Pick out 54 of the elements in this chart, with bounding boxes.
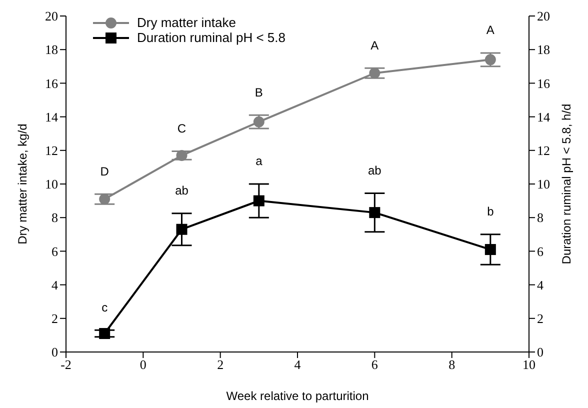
annotation: b	[487, 204, 494, 219]
y-tick-label: 6	[52, 244, 58, 259]
legend-label: Dry matter intake	[137, 15, 236, 30]
y2-tick-label: 0	[537, 344, 544, 360]
y2-tick-label: 10	[537, 176, 550, 192]
annotation: C	[177, 121, 186, 136]
point	[99, 194, 110, 205]
x-tick-label: 8	[448, 357, 456, 372]
y-axis-title: Dry matter intake, kg/d	[15, 124, 30, 244]
x-tick-label: -2	[60, 357, 72, 372]
annotation: a	[256, 154, 263, 168]
y-tick-label: 20	[45, 8, 58, 24]
y-tick-label: 14	[45, 109, 58, 124]
y2-tick-label: 8	[537, 210, 544, 226]
point	[484, 54, 496, 66]
annotation: ab	[368, 163, 382, 178]
point	[176, 224, 188, 235]
y2-tick-label: 18	[537, 42, 550, 58]
point	[253, 116, 264, 128]
y2-tick-label: 6	[537, 244, 544, 259]
y-tick-label: 16	[45, 76, 58, 91]
x-axis-title: Week relative to parturition	[226, 389, 369, 403]
y2-tick-label: 12	[537, 143, 550, 158]
point	[253, 195, 264, 206]
y2-tick-label: 16	[537, 76, 550, 91]
point	[484, 244, 496, 256]
y2-axis-title: Duration ruminal pH < 5.8, h/d	[559, 104, 574, 264]
annotation: B	[254, 85, 263, 100]
x-tick-label: 2	[217, 357, 224, 372]
y-tick-label: 4	[52, 277, 58, 292]
y2-tick-label: 4	[537, 277, 544, 292]
y-tick-label: 12	[45, 143, 58, 158]
y-tick-label: 18	[45, 42, 58, 58]
y2-tick-label: 20	[537, 8, 550, 24]
point	[176, 150, 188, 161]
x-tick-label: 10	[522, 357, 536, 372]
point	[369, 207, 380, 218]
y-tick-label: 0	[52, 344, 58, 360]
point	[369, 68, 380, 79]
annotation: A	[370, 38, 379, 52]
y-tick-label: 2	[52, 311, 58, 326]
y2-tick-label: 2	[537, 311, 544, 326]
annotation: A	[486, 23, 494, 38]
annotation: ab	[175, 184, 189, 198]
annotation: D	[100, 164, 110, 178]
annotation: c	[102, 300, 108, 314]
y-tick-label: 8	[52, 210, 58, 226]
point	[99, 328, 110, 340]
legend-label: Duration ruminal pH < 5.8	[137, 30, 286, 45]
x-tick-label: 0	[140, 357, 146, 372]
y2-tick-label: 14	[537, 109, 550, 124]
x-tick-label: 6	[371, 357, 378, 372]
y-tick-label: 10	[45, 176, 58, 192]
x-tick-label: 4	[294, 357, 302, 372]
